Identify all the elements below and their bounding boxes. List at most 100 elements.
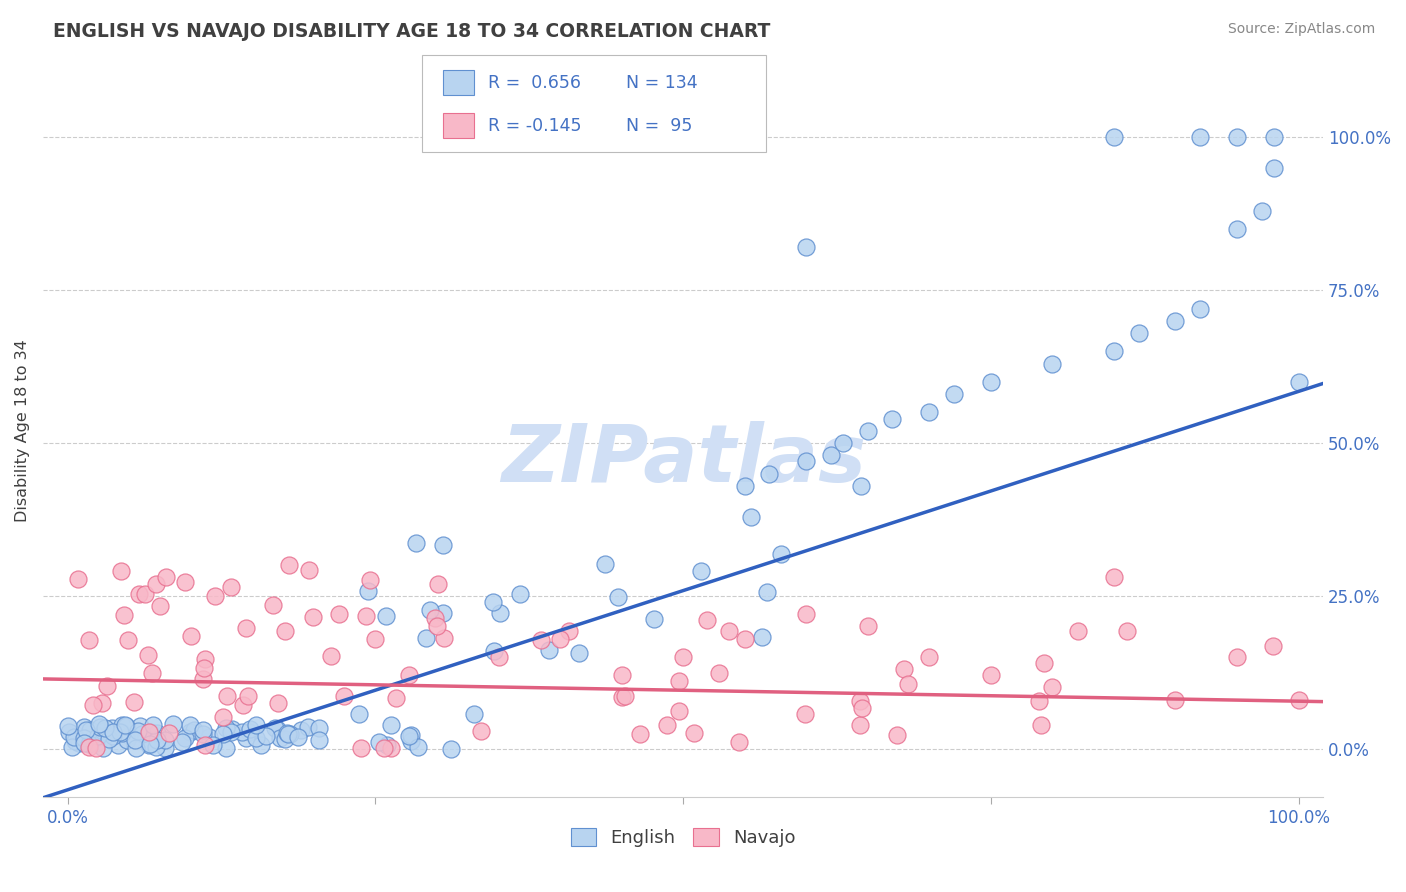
Point <box>145 577 167 591</box>
Text: N =  95: N = 95 <box>626 117 692 135</box>
Point <box>918 649 941 664</box>
Point <box>91 724 114 739</box>
Point <box>117 633 139 648</box>
Point <box>1189 301 1212 316</box>
Point <box>558 624 581 638</box>
Point <box>406 740 429 755</box>
Point <box>83 732 105 747</box>
Point <box>463 706 485 721</box>
Text: ZIPatlas: ZIPatlas <box>501 421 866 500</box>
Point <box>1288 692 1310 706</box>
Point <box>1029 718 1052 732</box>
Point <box>101 729 124 743</box>
Point <box>918 405 941 419</box>
Point <box>215 721 238 735</box>
Point <box>172 735 194 749</box>
Point <box>114 608 136 623</box>
Point <box>142 718 165 732</box>
Point <box>162 717 184 731</box>
Point <box>91 696 114 710</box>
Point <box>886 728 908 742</box>
Point <box>832 436 855 450</box>
Point <box>718 624 741 639</box>
Point <box>139 737 162 751</box>
Point <box>266 722 288 736</box>
Point <box>235 731 257 745</box>
Point <box>690 564 713 578</box>
Point <box>1226 130 1249 145</box>
Point <box>73 731 96 746</box>
Point <box>146 732 169 747</box>
Point <box>432 606 454 620</box>
Point <box>375 609 398 624</box>
Point <box>427 577 450 591</box>
Point <box>79 723 101 737</box>
Point <box>145 726 167 740</box>
Point <box>488 649 510 664</box>
Point <box>1067 624 1090 638</box>
Point <box>359 573 381 587</box>
Point <box>508 587 530 601</box>
Point <box>1263 640 1285 654</box>
Point <box>482 644 505 658</box>
Point <box>349 706 371 721</box>
Point <box>1226 222 1249 236</box>
Point <box>856 424 879 438</box>
Point <box>610 668 633 682</box>
Point <box>139 725 162 739</box>
Point <box>433 631 456 645</box>
Point <box>1263 161 1285 175</box>
Point <box>734 632 756 646</box>
Point <box>849 478 872 492</box>
Legend: English, Navajo: English, Navajo <box>564 821 803 855</box>
Point <box>440 741 463 756</box>
Point <box>655 718 678 732</box>
Point <box>191 672 214 686</box>
Point <box>131 727 153 741</box>
Point <box>849 718 872 732</box>
Point <box>628 727 651 741</box>
Point <box>235 621 257 635</box>
Point <box>1102 570 1125 584</box>
Point <box>101 722 124 736</box>
Point <box>980 668 1002 682</box>
Point <box>96 679 118 693</box>
Point <box>1263 130 1285 145</box>
Point <box>274 624 297 639</box>
Point <box>267 696 290 710</box>
Point <box>740 510 762 524</box>
Point <box>202 739 225 753</box>
Point <box>882 411 904 425</box>
Point <box>67 737 90 751</box>
Point <box>683 726 706 740</box>
Point <box>264 721 287 735</box>
Point <box>287 730 309 744</box>
Point <box>308 733 330 747</box>
Text: R =  0.656: R = 0.656 <box>488 74 581 92</box>
Point <box>1033 656 1056 670</box>
Point <box>110 724 132 739</box>
Point <box>482 595 505 609</box>
Point <box>138 648 160 663</box>
Point <box>357 584 380 599</box>
Point <box>319 649 342 664</box>
Point <box>77 737 100 751</box>
Point <box>129 719 152 733</box>
Point <box>980 375 1002 389</box>
Point <box>280 726 302 740</box>
Point <box>301 610 323 624</box>
Point <box>364 632 387 646</box>
Point <box>1288 375 1310 389</box>
Point <box>432 538 454 552</box>
Point <box>97 732 120 747</box>
Point <box>174 731 197 745</box>
Point <box>668 704 690 718</box>
Point <box>470 724 492 739</box>
Point <box>110 564 132 578</box>
Point <box>105 724 128 739</box>
Point <box>274 731 297 746</box>
Point <box>415 632 437 646</box>
Point <box>60 739 83 754</box>
Point <box>262 599 284 613</box>
Point <box>537 642 560 657</box>
